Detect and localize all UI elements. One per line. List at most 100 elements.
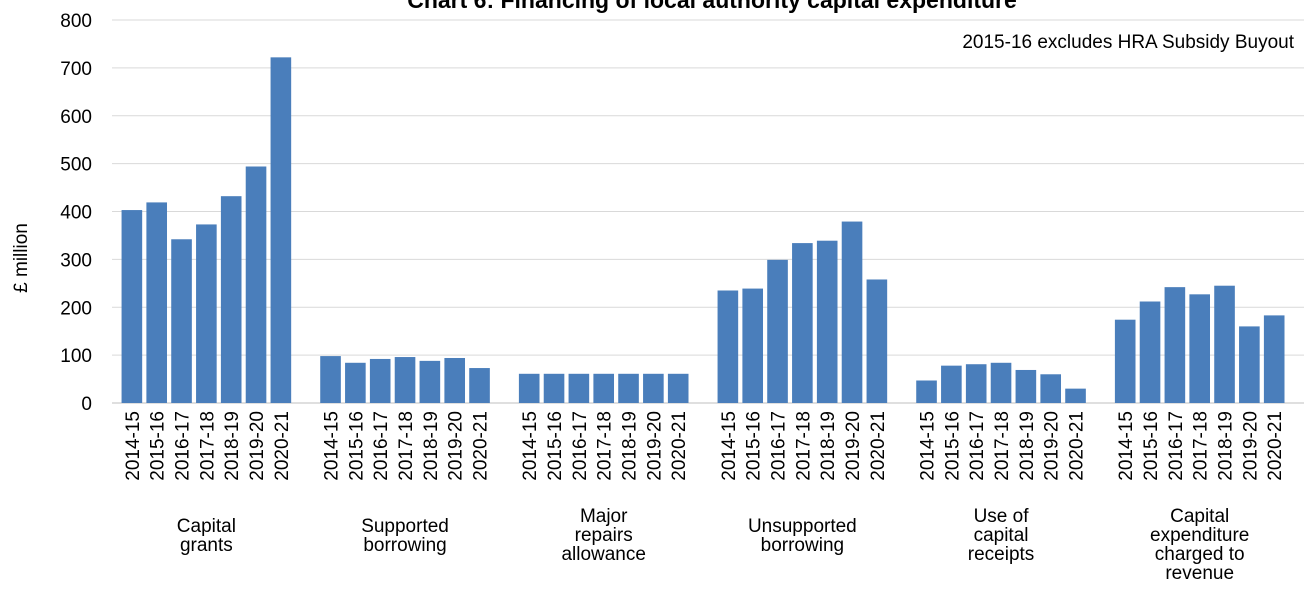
x-tick-label: 2017-18: [197, 411, 218, 481]
bar: [444, 357, 466, 403]
x-tick-label: 2017-18: [396, 411, 417, 481]
x-tick-label: 2016-17: [769, 411, 790, 481]
bar: [220, 196, 242, 403]
bar: [667, 373, 689, 403]
x-tick-label: 2018-19: [1017, 411, 1038, 481]
bar: [320, 356, 341, 403]
y-tick-label: 100: [60, 346, 92, 367]
bar: [742, 288, 764, 403]
x-tick-label: 2019-20: [644, 411, 665, 481]
group-label: Major: [580, 506, 628, 527]
x-tick-label: 2016-17: [371, 411, 392, 481]
y-tick-label: 500: [60, 155, 92, 176]
bar: [394, 357, 416, 403]
bar: [941, 365, 962, 403]
x-tick-label: 2014-15: [123, 411, 144, 481]
bar: [816, 240, 838, 403]
x-tick-label: 2019-20: [843, 411, 864, 481]
y-tick-label: 300: [60, 250, 92, 271]
bar: [1189, 294, 1211, 403]
x-tick-label: 2019-20: [1042, 411, 1063, 481]
x-tick-label: 2016-17: [1166, 411, 1187, 481]
bar: [1040, 374, 1062, 403]
y-tick-label: 700: [60, 59, 92, 80]
bar: [1065, 388, 1086, 403]
bar: [469, 368, 490, 403]
x-tick-label: 2016-17: [967, 411, 988, 481]
x-tick-label: 2016-17: [570, 411, 591, 481]
group-label: grants: [180, 535, 233, 556]
x-tick-label: 2014-15: [322, 411, 343, 481]
x-tick-label: 2014-15: [520, 411, 541, 481]
bar: [196, 224, 217, 403]
x-tick-label: 2017-18: [1191, 411, 1212, 481]
x-tick-label: 2014-15: [719, 411, 740, 481]
bar: [593, 373, 615, 403]
x-tick-label: 2020-21: [471, 411, 492, 481]
bar: [518, 373, 540, 403]
bar: [717, 290, 739, 403]
bar: [245, 166, 267, 403]
group-label: Supported: [361, 516, 449, 537]
x-tick-label: 2019-20: [1240, 411, 1261, 481]
bar: [767, 259, 788, 403]
bar: [990, 362, 1012, 403]
x-tick-label: 2017-18: [992, 411, 1013, 481]
x-tick-label: 2020-21: [1265, 411, 1286, 481]
group-label: Use of: [974, 506, 1030, 527]
x-tick-label: 2016-17: [173, 411, 194, 481]
bar: [618, 373, 639, 403]
x-tick-label: 2015-16: [346, 411, 367, 481]
chart-title: Chart 6: Financing of local authority ca…: [407, 0, 1017, 13]
y-tick-label: 800: [60, 11, 92, 32]
bar: [1263, 315, 1285, 403]
bar: [643, 373, 664, 403]
group-label: receipts: [968, 544, 1035, 565]
bar: [1214, 285, 1235, 403]
x-tick-label: 2017-18: [793, 411, 814, 481]
bar: [1114, 319, 1136, 403]
bar: [121, 210, 143, 403]
x-tick-label: 2020-21: [868, 411, 889, 481]
x-tick-label: 2015-16: [942, 411, 963, 481]
bar: [345, 362, 366, 403]
x-tick-label: 2020-21: [1067, 411, 1088, 481]
group-label: borrowing: [761, 535, 844, 556]
x-tick-label: 2020-21: [272, 411, 293, 481]
y-axis-label: £ million: [11, 223, 32, 293]
bar: [841, 221, 863, 403]
x-tick-label: 2018-19: [222, 411, 243, 481]
bar: [543, 373, 565, 403]
x-tick-label: 2014-15: [1116, 411, 1137, 481]
group-label: Capital: [1170, 506, 1229, 527]
x-tick-label: 2014-15: [918, 411, 939, 481]
x-tick-label: 2019-20: [446, 411, 467, 481]
y-tick-label: 400: [60, 203, 92, 224]
group-label: revenue: [1165, 563, 1234, 584]
x-tick-label: 2018-19: [818, 411, 839, 481]
x-tick-label: 2015-16: [545, 411, 566, 481]
x-tick-label: 2018-19: [620, 411, 641, 481]
group-label: repairs: [575, 525, 633, 546]
bar: [568, 373, 590, 403]
bar: [965, 364, 987, 403]
bar: [419, 360, 441, 403]
x-tick-label: 2018-19: [1216, 411, 1237, 481]
group-label: borrowing: [363, 535, 446, 556]
group-label: Capital: [177, 516, 236, 537]
bar: [1015, 369, 1037, 403]
x-tick-label: 2015-16: [744, 411, 765, 481]
y-tick-label: 0: [81, 394, 92, 415]
bar: [866, 279, 888, 403]
bar: [792, 243, 813, 403]
group-label: capital: [974, 525, 1029, 546]
group-label: charged to: [1155, 544, 1245, 565]
group-label: expenditure: [1150, 525, 1249, 546]
x-tick-label: 2017-18: [595, 411, 616, 481]
bar: [146, 202, 168, 403]
x-tick-label: 2015-16: [1141, 411, 1162, 481]
x-tick-label: 2019-20: [247, 411, 268, 481]
annotation: 2015-16 excludes HRA Subsidy Buyout: [962, 32, 1294, 53]
group-label: Unsupported: [748, 516, 857, 537]
